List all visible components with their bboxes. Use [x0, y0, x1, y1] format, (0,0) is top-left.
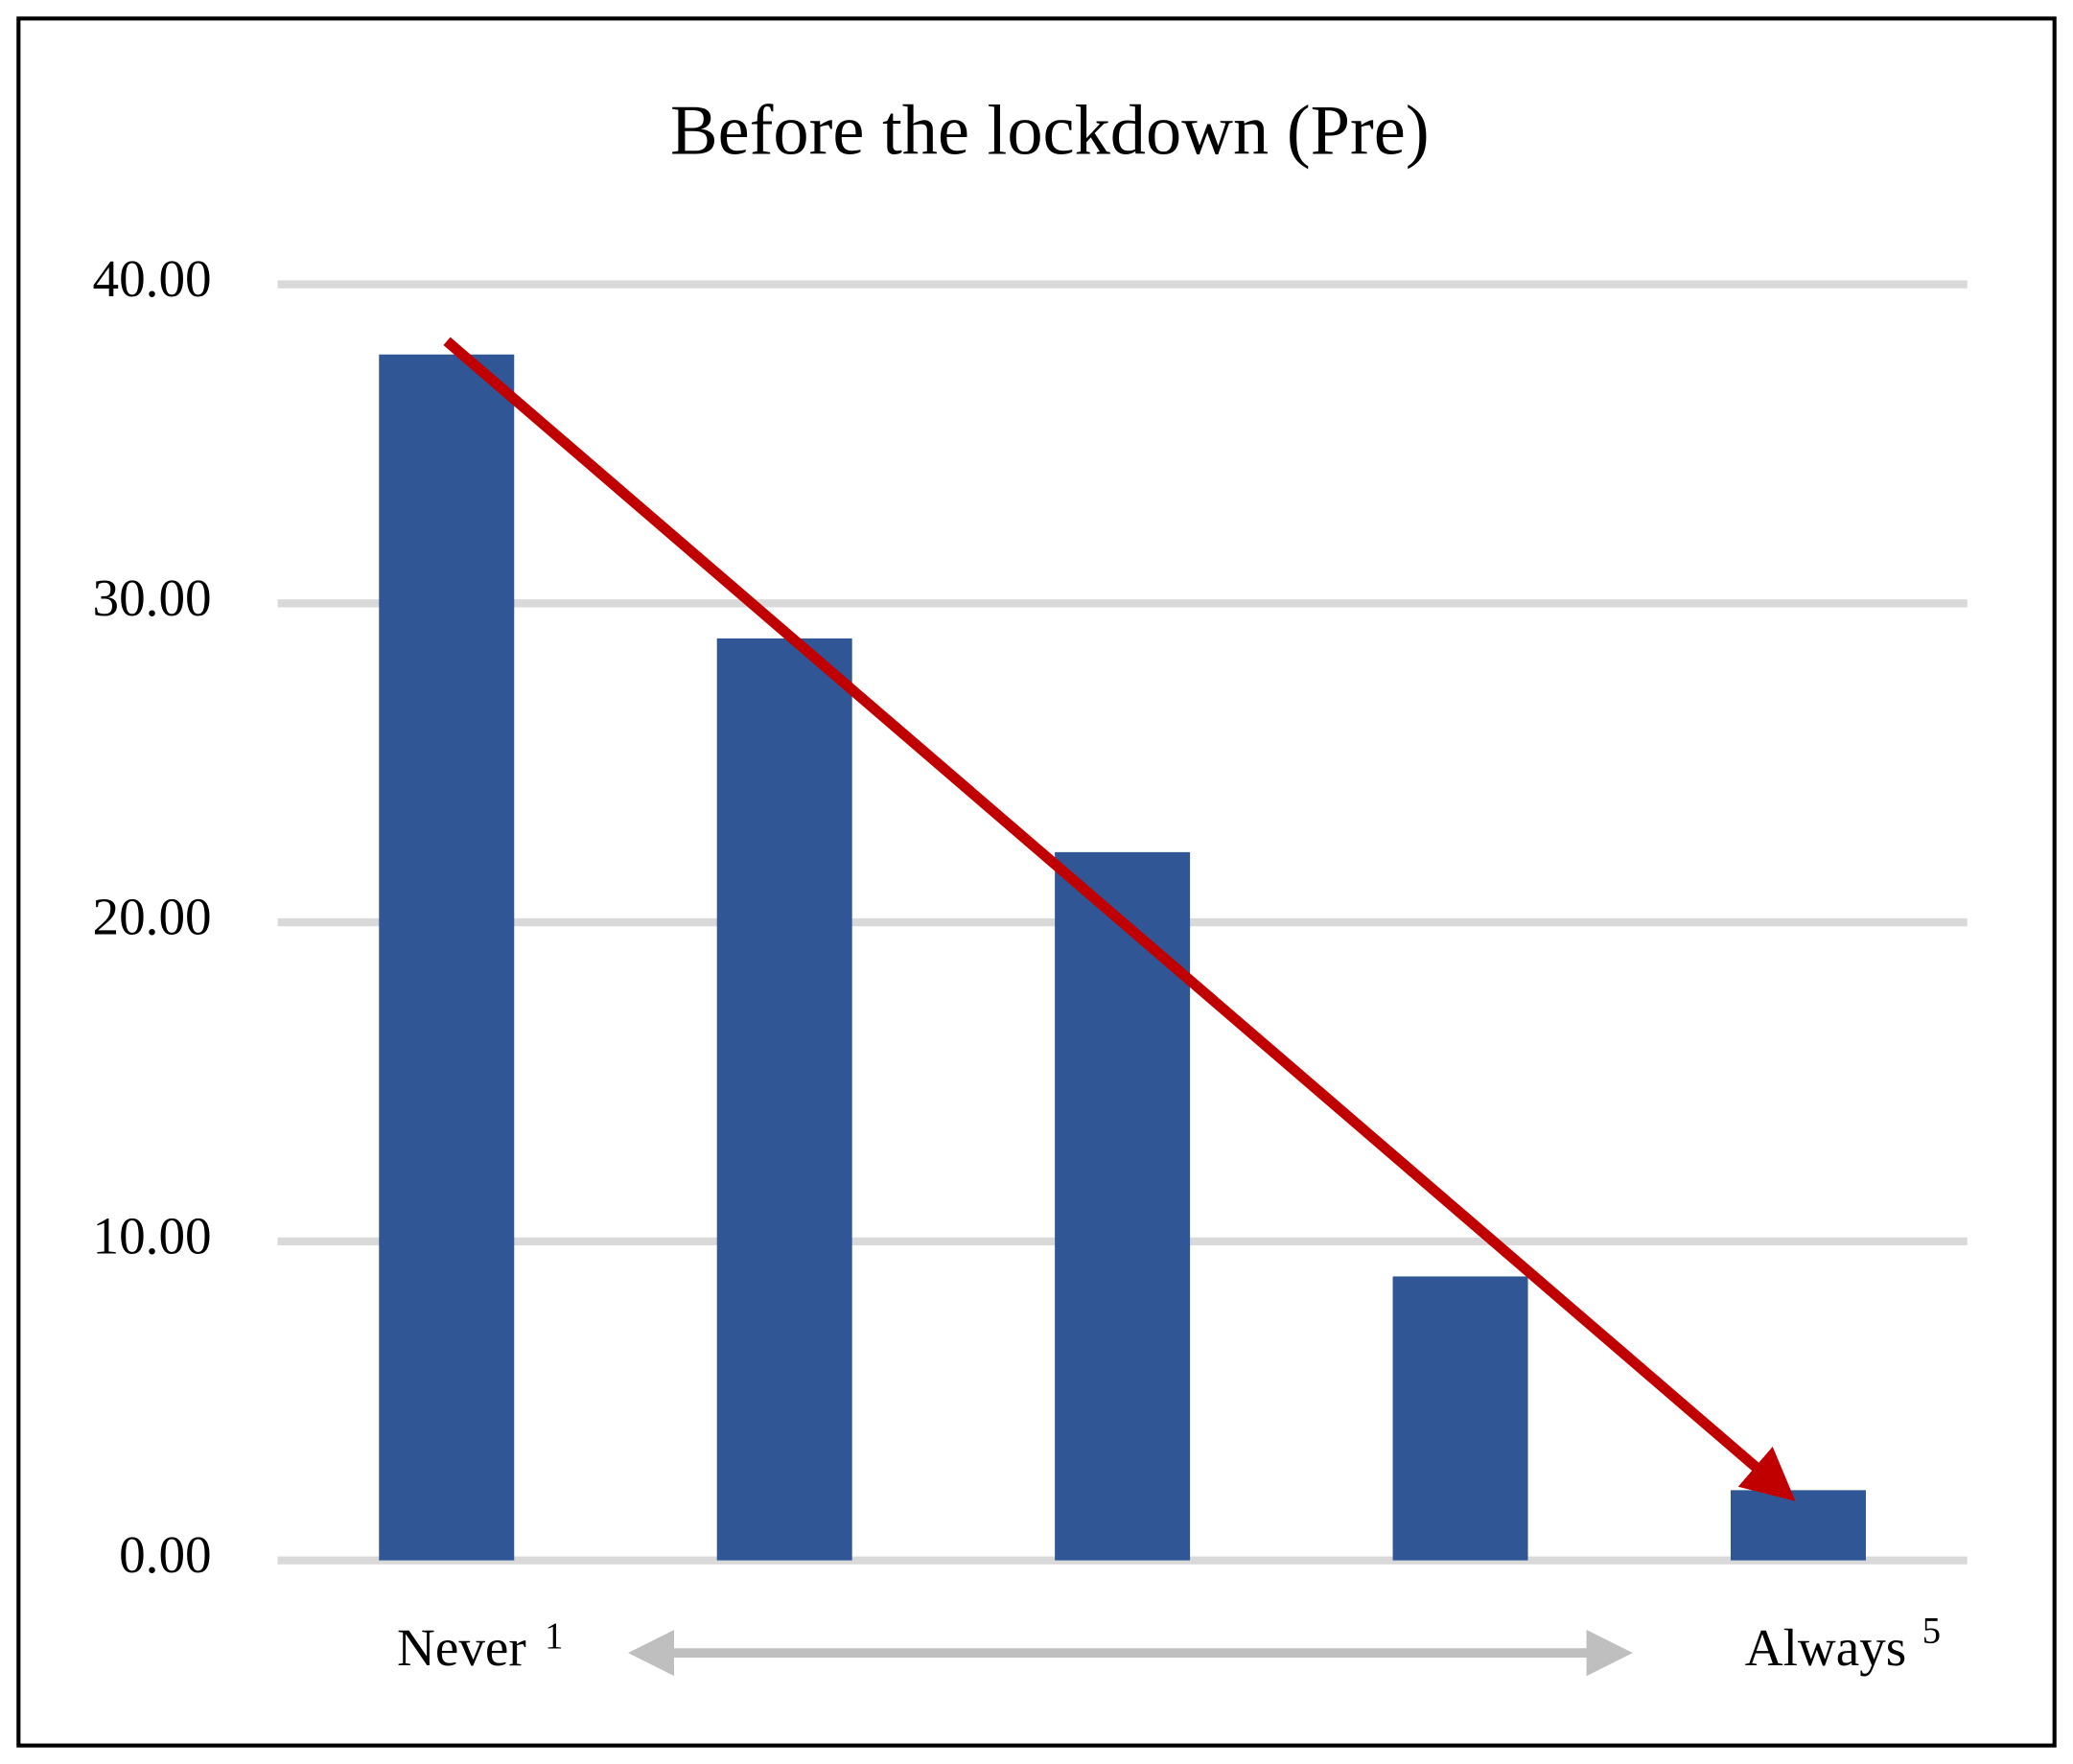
scale-label-left: Never [397, 1618, 526, 1677]
bars [379, 354, 1866, 1561]
trend-arrow [443, 337, 1796, 1501]
y-tick-label: 0.00 [119, 1525, 212, 1584]
y-tick-label: 20.00 [93, 888, 212, 946]
bar [716, 638, 852, 1561]
scale-sup-left: 1 [545, 1616, 563, 1657]
y-tick-label: 10.00 [93, 1206, 212, 1265]
chart-title: Before the lockdown (Pre) [670, 92, 1430, 171]
bar [1730, 1490, 1866, 1561]
scale-sup-right: 5 [1922, 1612, 1941, 1652]
y-tick-label: 30.00 [93, 569, 212, 627]
bar [1392, 1276, 1528, 1561]
bar [379, 354, 515, 1561]
frame [16, 16, 2057, 1748]
bar [1055, 851, 1191, 1561]
scale-label-right: Always [1745, 1618, 1906, 1677]
y-tick-label: 40.00 [93, 249, 212, 308]
